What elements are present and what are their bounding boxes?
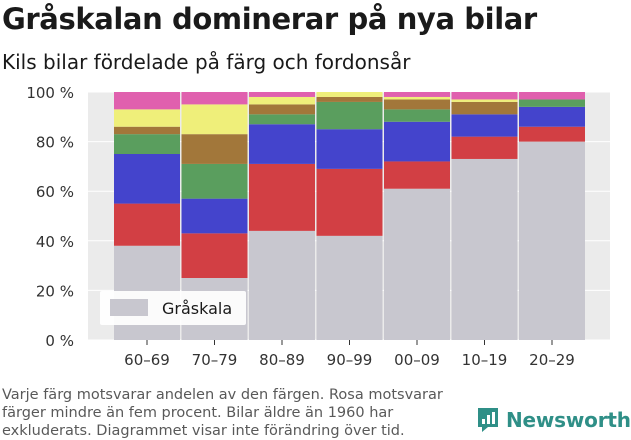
- x-tick-label: 00–09: [394, 351, 440, 369]
- bar-segment: [451, 158, 518, 340]
- bar-segment: [384, 188, 450, 340]
- bar-segment: [249, 92, 315, 97]
- bar-segment: [519, 126, 585, 142]
- bar-segment: [451, 99, 518, 102]
- bar-segment: [114, 134, 180, 154]
- bar-segment: [181, 198, 248, 234]
- y-tick-label: 60 %: [36, 183, 74, 201]
- x-tick-label: 70–79: [192, 351, 238, 369]
- bar-segment: [384, 99, 450, 110]
- bar-segment: [249, 104, 315, 115]
- x-tick-label: 60–69: [124, 351, 170, 369]
- bar-segment: [114, 109, 180, 127]
- bar-segment: [181, 163, 248, 199]
- bar-segment: [316, 96, 383, 102]
- chart-footnote: Varje färg motsvarar andelen av den färg…: [2, 387, 443, 439]
- y-tick-label: 40 %: [36, 233, 74, 251]
- bar-segment: [519, 99, 585, 107]
- bar-segment: [249, 230, 315, 340]
- x-tick-label: 10–19: [462, 351, 508, 369]
- bar-segment: [384, 96, 450, 100]
- y-tick-label: 80 %: [36, 134, 74, 152]
- bar-segment: [181, 92, 248, 105]
- x-tick-label: 80–89: [259, 351, 305, 369]
- bar-segment: [384, 161, 450, 189]
- newsworthy-logo-icon: [478, 408, 498, 432]
- bar-segment: [316, 101, 383, 130]
- bar-segment: [181, 104, 248, 135]
- bar-segment: [114, 154, 180, 204]
- bar-segment: [451, 136, 518, 159]
- bar-segment: [384, 92, 450, 97]
- bar-segment: [316, 168, 383, 236]
- bar-segment: [316, 92, 383, 97]
- bar-segment: [519, 106, 585, 127]
- bar-segment: [384, 121, 450, 162]
- y-axis-ticks: 0 % 20 % 40 % 60 % 80 % 100 %: [26, 84, 74, 350]
- bar-segment: [451, 92, 518, 100]
- legend-swatch: [110, 299, 148, 316]
- page-subtitle: Kils bilar fördelade på färg och fordons…: [2, 50, 411, 74]
- x-tick-label: 20–29: [529, 351, 575, 369]
- brand-name: Newsworthy: [506, 408, 631, 432]
- bar-segment: [451, 114, 518, 137]
- x-tick-label: 90–99: [327, 351, 373, 369]
- bar-stacks: [114, 92, 585, 340]
- bar-segment: [519, 92, 585, 100]
- bar-segment: [316, 129, 383, 169]
- bar-segment: [249, 114, 315, 125]
- x-axis-ticks: 60–69 70–79 80–89 90–99 00–09 10–19 20–29: [124, 340, 575, 369]
- newsworthy-logo[interactable]: Newsworthy: [476, 407, 631, 433]
- y-tick-label: 100 %: [26, 84, 74, 102]
- chart-legend: Gråskala: [100, 291, 246, 325]
- bar-segment: [384, 109, 450, 122]
- bar-segment: [181, 134, 248, 164]
- y-tick-label: 0 %: [45, 332, 74, 350]
- bar-segment: [519, 141, 585, 340]
- bar-segment: [316, 235, 383, 340]
- bar-segment: [114, 126, 180, 135]
- bar-segment: [249, 163, 315, 231]
- bar-segment: [114, 92, 180, 110]
- bar-segment: [249, 96, 315, 105]
- legend-label: Gråskala: [162, 299, 232, 318]
- bar-segment: [114, 203, 180, 246]
- bar-segment: [249, 124, 315, 164]
- y-tick-label: 20 %: [36, 282, 74, 300]
- bar-segment: [451, 101, 518, 115]
- page-title: Gråskalan dominerar på nya bilar: [2, 2, 537, 36]
- bar-segment: [181, 233, 248, 278]
